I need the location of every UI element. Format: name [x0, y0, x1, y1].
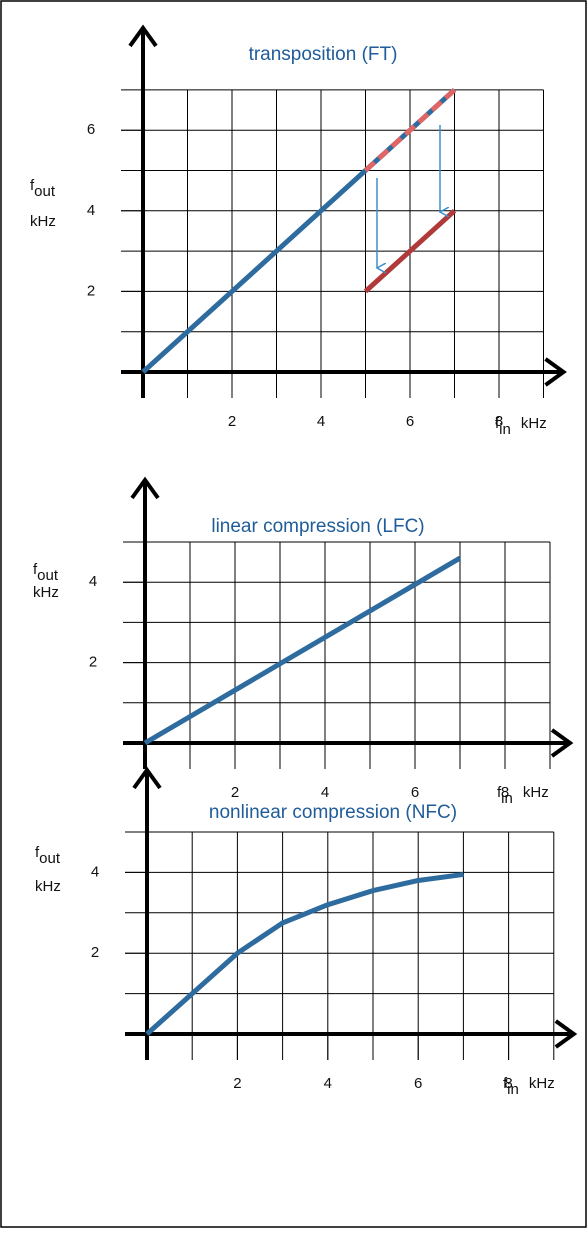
y-axis-subscript: out: [39, 850, 61, 867]
x-axis-symbol: f: [503, 1075, 508, 1092]
x-axis-arrow: [544, 357, 567, 387]
y-axis-unit: kHz: [30, 213, 56, 230]
data-line: [145, 871, 464, 1036]
x-axis-label: fin kHz: [503, 1075, 555, 1098]
chart-title: linear compression (LFC): [211, 516, 424, 537]
y-axis-arrow: [132, 766, 162, 790]
x-tick-label: 8: [501, 784, 509, 801]
x-axis-subscript: in: [507, 1081, 519, 1098]
data-line: [363, 208, 457, 294]
chart-title: nonlinear compression (NFC): [209, 802, 457, 823]
data-line: [141, 88, 457, 374]
y-tick-label: 4: [91, 863, 99, 880]
y-axis-arrow: [130, 476, 160, 500]
y-tick-label: 2: [89, 654, 97, 671]
y-axis-unit: kHz: [35, 878, 61, 895]
data-line: [363, 88, 457, 173]
y-tick-label: 4: [89, 573, 97, 590]
y-axis-label: fout: [35, 844, 61, 867]
x-tick-label: 8: [495, 413, 503, 430]
x-axis-unit: kHz: [529, 1075, 555, 1092]
y-tick-label: 4: [87, 202, 95, 219]
x-tick-label: 6: [414, 1075, 422, 1092]
y-tick-label: 6: [87, 121, 95, 138]
x-axis-subscript: in: [499, 421, 511, 438]
y-axis-label: fout: [30, 177, 56, 200]
x-tick-label: 6: [411, 784, 419, 801]
x-axis-unit: kHz: [521, 415, 547, 432]
y-axis-symbol: f: [35, 844, 40, 861]
x-axis-arrow: [554, 1019, 578, 1049]
x-axis-subscript: in: [501, 790, 513, 807]
x-tick-label: 6: [406, 413, 414, 430]
x-tick-label: 4: [317, 413, 325, 430]
x-axis-symbol: f: [497, 784, 502, 801]
x-axis-unit: kHz: [523, 784, 549, 801]
data-line: [143, 555, 462, 746]
y-axis-arrow: [128, 24, 158, 48]
x-axis-label: fin kHz: [495, 415, 547, 438]
x-axis-symbol: f: [495, 415, 500, 432]
y-tick-label: 2: [91, 944, 99, 961]
x-tick-label: 4: [321, 784, 329, 801]
y-axis-symbol: f: [30, 177, 35, 194]
y-axis-unit: kHz: [33, 584, 59, 601]
x-axis-arrow: [550, 728, 574, 758]
y-axis-subscript: out: [37, 567, 59, 584]
x-tick-label: 2: [228, 413, 236, 430]
y-axis-subscript: out: [34, 183, 56, 200]
x-tick-label: 4: [324, 1075, 332, 1092]
x-tick-label: 8: [504, 1075, 512, 1092]
x-tick-label: 2: [233, 1075, 241, 1092]
x-tick-label: 2: [231, 784, 239, 801]
y-axis-label: fout: [33, 561, 59, 584]
y-tick-label: 2: [87, 282, 95, 299]
x-axis-label: fin kHz: [497, 784, 549, 807]
chart-title: transposition (FT): [249, 44, 398, 65]
y-axis-symbol: f: [33, 561, 38, 578]
